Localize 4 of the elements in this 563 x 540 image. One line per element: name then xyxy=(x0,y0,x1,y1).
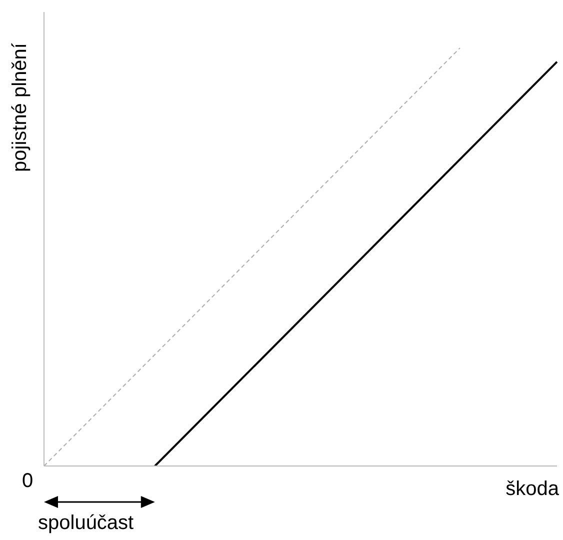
text: spoluúčast xyxy=(38,512,134,535)
y-axis-title: pojistné plnění xyxy=(8,42,32,172)
text: 0 xyxy=(22,470,34,493)
x-axis-title: škoda xyxy=(506,478,559,501)
